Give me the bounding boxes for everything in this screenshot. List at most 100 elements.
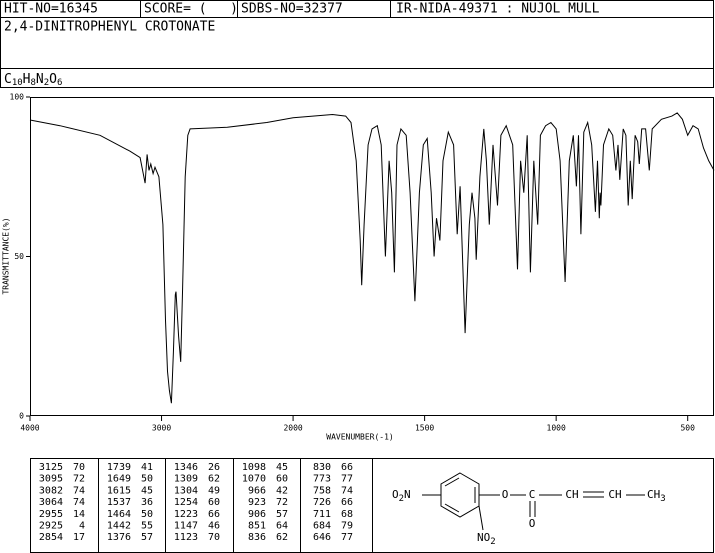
peak-transmittance: 77 bbox=[341, 474, 353, 485]
formula: C10H8N2O6 bbox=[4, 72, 62, 88]
peak-transmittance: 66 bbox=[208, 509, 220, 520]
subscript: 2 bbox=[399, 494, 404, 504]
peak-transmittance: 68 bbox=[341, 509, 353, 520]
carbonyl-oxygen: O bbox=[529, 517, 536, 530]
peak-transmittance: 4 bbox=[79, 521, 85, 532]
subscript: 8 bbox=[31, 78, 36, 88]
methyl: CH3 bbox=[647, 488, 666, 504]
x-axis-label: WAVENUMBER(-1) bbox=[326, 433, 393, 442]
peak-wavenumber: 830 bbox=[313, 462, 331, 473]
compound-name: 2,4-DINITROPHENYL CROTONATE bbox=[4, 20, 215, 35]
peak-wavenumber: 711 bbox=[313, 509, 331, 520]
element: N bbox=[36, 72, 44, 87]
element: O bbox=[49, 72, 57, 87]
peak-transmittance: 64 bbox=[276, 521, 288, 532]
x-tick-label: 1000 bbox=[547, 424, 566, 433]
peak-wavenumber: 1649 bbox=[107, 474, 131, 485]
peak-transmittance: 36 bbox=[141, 497, 153, 508]
x-tick-label: 4000 bbox=[20, 424, 39, 433]
sdbs-no: SDBS-NO=32377 bbox=[241, 2, 343, 17]
peak-transmittance: 49 bbox=[208, 485, 220, 496]
peak-wavenumber: 726 bbox=[313, 497, 331, 508]
peak-wavenumber: 1070 bbox=[242, 474, 266, 485]
element: N bbox=[404, 488, 411, 501]
peak-transmittance: 57 bbox=[141, 532, 153, 543]
x-tick-label: 1500 bbox=[415, 424, 434, 433]
methine: CH bbox=[608, 488, 621, 501]
y-tick-label: 100 bbox=[10, 93, 25, 102]
peak-wavenumber: 966 bbox=[248, 485, 266, 496]
peak-transmittance: 72 bbox=[73, 474, 85, 485]
peak-wavenumber: 1223 bbox=[174, 509, 198, 520]
peak-wavenumber: 923 bbox=[248, 497, 266, 508]
ester-oxygen: O bbox=[502, 488, 509, 501]
element: NO bbox=[477, 531, 490, 544]
peak-transmittance: 42 bbox=[276, 485, 288, 496]
peak-transmittance: 45 bbox=[141, 485, 153, 496]
peak-wavenumber: 851 bbox=[248, 521, 266, 532]
spectrum-line bbox=[29, 112, 715, 404]
peak-transmittance: 74 bbox=[341, 485, 353, 496]
bond bbox=[478, 505, 484, 531]
peak-transmittance: 26 bbox=[208, 462, 220, 473]
peak-wavenumber: 773 bbox=[313, 474, 331, 485]
peak-wavenumber: 1304 bbox=[174, 485, 198, 496]
peak-transmittance: 70 bbox=[73, 462, 85, 473]
peak-wavenumber: 3095 bbox=[39, 474, 63, 485]
element: H bbox=[23, 72, 31, 87]
plot-frame bbox=[30, 97, 714, 416]
peak-transmittance: 14 bbox=[73, 509, 85, 520]
x-tick-label: 3000 bbox=[152, 424, 171, 433]
x-tick-label: 500 bbox=[680, 424, 695, 433]
subscript: 6 bbox=[57, 78, 62, 88]
peak-wavenumber: 1464 bbox=[107, 509, 131, 520]
hit-no: HIT-NO=16345 bbox=[4, 2, 98, 17]
y-tick-label: 50 bbox=[14, 252, 24, 261]
subscript: 2 bbox=[44, 78, 49, 88]
peak-transmittance: 62 bbox=[208, 474, 220, 485]
peak-transmittance: 74 bbox=[73, 485, 85, 496]
peak-wavenumber: 1123 bbox=[174, 532, 198, 543]
peak-wavenumber: 1376 bbox=[107, 532, 131, 543]
element: CH bbox=[647, 488, 660, 501]
peak-transmittance: 55 bbox=[141, 521, 153, 532]
peak-transmittance: 57 bbox=[276, 509, 288, 520]
peak-wavenumber: 684 bbox=[313, 521, 331, 532]
peak-transmittance: 74 bbox=[73, 497, 85, 508]
x-tick-label: 2000 bbox=[283, 424, 302, 433]
peak-transmittance: 46 bbox=[208, 521, 220, 532]
peak-transmittance: 60 bbox=[208, 497, 220, 508]
peak-transmittance: 45 bbox=[276, 462, 288, 473]
peak-wavenumber: 1098 bbox=[242, 462, 266, 473]
peak-wavenumber: 3082 bbox=[39, 485, 63, 496]
peak-wavenumber: 836 bbox=[248, 532, 266, 543]
peak-transmittance: 70 bbox=[208, 532, 220, 543]
peak-wavenumber: 3125 bbox=[39, 462, 63, 473]
peak-wavenumber: 1254 bbox=[174, 497, 198, 508]
peak-transmittance: 50 bbox=[141, 474, 153, 485]
peak-transmittance: 79 bbox=[341, 521, 353, 532]
peak-transmittance: 50 bbox=[141, 509, 153, 520]
peak-transmittance: 41 bbox=[141, 462, 153, 473]
score: SCORE= ( ) bbox=[144, 2, 238, 17]
peak-wavenumber: 1346 bbox=[174, 462, 198, 473]
benzene-ring bbox=[440, 472, 480, 518]
peak-wavenumber: 3064 bbox=[39, 497, 63, 508]
peak-wavenumber: 758 bbox=[313, 485, 331, 496]
peak-wavenumber: 1309 bbox=[174, 474, 198, 485]
peak-transmittance: 77 bbox=[341, 532, 353, 543]
subscript: 2 bbox=[490, 537, 495, 547]
y-tick-label: 0 bbox=[19, 412, 24, 421]
peak-transmittance: 66 bbox=[341, 497, 353, 508]
peak-wavenumber: 1147 bbox=[174, 521, 198, 532]
peak-transmittance: 60 bbox=[276, 474, 288, 485]
subscript: 3 bbox=[660, 494, 665, 504]
element: O bbox=[392, 488, 399, 501]
peak-wavenumber: 2854 bbox=[39, 532, 63, 543]
peak-wavenumber: 646 bbox=[313, 532, 331, 543]
peak-transmittance: 17 bbox=[73, 532, 85, 543]
peak-transmittance: 72 bbox=[276, 497, 288, 508]
peak-wavenumber: 906 bbox=[248, 509, 266, 520]
